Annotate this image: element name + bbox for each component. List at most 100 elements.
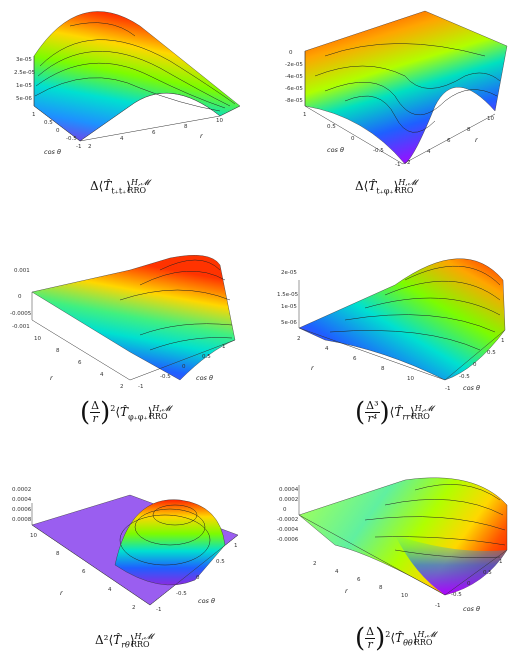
tick-v: -0.001 — [12, 324, 30, 330]
tick-v: -0.0004 — [277, 527, 299, 533]
tick-v: 5e-06 — [281, 320, 297, 326]
tick-b: 4 — [120, 136, 124, 142]
tick-a: 0 — [56, 128, 60, 134]
tick-a: 8 — [379, 585, 383, 591]
tick-v: 2.5e-05 — [14, 70, 36, 76]
tick-b: 0.5 — [216, 559, 225, 565]
surface-plot-tphi: 0 -2e-05 -4e-05 -6e-05 -8e-05 1 0.5 0 -0… — [285, 6, 515, 168]
tick-a: 2 — [120, 384, 124, 390]
tick-b: -1 — [156, 607, 161, 613]
axis-label-a: r — [311, 364, 315, 372]
tick-b: 6 — [152, 130, 156, 136]
tick-b: -0.5 — [176, 591, 187, 597]
tick-v: 0.001 — [14, 268, 30, 274]
tick-v: 1e-05 — [281, 304, 297, 310]
tick-b: -1 — [435, 603, 440, 609]
tick-b: 0 — [473, 362, 477, 368]
tick-v: 1.5e-05 — [277, 292, 299, 298]
tick-v: -0.0002 — [277, 517, 298, 523]
tick-a: -1 — [76, 144, 81, 150]
axis-label-a: r — [345, 587, 349, 595]
tick-a: 4 — [335, 569, 339, 575]
axis-label-b: cos θ — [463, 384, 480, 392]
surface — [31, 255, 236, 381]
tick-b: 0 — [196, 575, 200, 581]
tick-a: 4 — [325, 346, 329, 352]
tick-a: 2 — [132, 605, 136, 611]
tick-b: 4 — [427, 149, 431, 155]
tick-b: 0.5 — [202, 354, 211, 360]
tick-v: 3e-05 — [16, 57, 32, 63]
tick-b: 2 — [88, 144, 92, 150]
tick-b: 0 — [182, 364, 186, 370]
tick-a: 8 — [381, 366, 385, 372]
tick-v: 0.0008 — [12, 517, 32, 523]
tick-b: 8 — [467, 127, 471, 133]
tick-a: 8 — [56, 348, 60, 354]
tick-a: 10 — [401, 593, 408, 599]
axis-label-a: r — [60, 589, 64, 597]
tick-a: 0.5 — [327, 124, 336, 130]
axis-label-b: cos θ — [463, 605, 480, 613]
axis-label-b: cos θ — [196, 374, 213, 382]
tick-v: 0.0002 — [12, 487, 31, 493]
tick-b: -0.5 — [451, 592, 462, 598]
tick-v: 5e-06 — [16, 96, 32, 102]
caption-rtheta: Δ²⟨T̂rθ⟩H,𝓜RRO — [95, 632, 153, 650]
tick-a: 4 — [100, 372, 104, 378]
tick-b: -0.5 — [160, 374, 171, 380]
tick-a: 6 — [353, 356, 357, 362]
tick-v: 0 — [289, 50, 293, 56]
tick-b: -0.5 — [459, 374, 470, 380]
tick-b: 2 — [407, 160, 411, 166]
caption-ttt: Δ⟨T̂t₊t₊⟩H,𝓜RRO — [90, 178, 150, 196]
tick-v: 0 — [18, 294, 22, 300]
tick-v: 0.0004 — [279, 487, 299, 493]
tick-v: -0.0005 — [10, 311, 32, 317]
tick-a: 0 — [351, 136, 355, 142]
tick-v: 1e-05 — [16, 83, 32, 89]
tick-b: 10 — [487, 116, 494, 122]
tick-b: 0.5 — [487, 350, 496, 356]
tick-a: 2 — [313, 561, 317, 567]
tick-a: 6 — [357, 577, 361, 583]
caption-tphi: Δ⟨T̂t₊φ₊⟩H,𝓜RRO — [355, 178, 417, 196]
tick-a: 10 — [407, 376, 414, 382]
tick-v: -8e-05 — [285, 98, 303, 104]
tick-v: -4e-05 — [285, 74, 303, 80]
tick-b: 6 — [447, 138, 451, 144]
tick-v: 2e-05 — [281, 270, 297, 276]
surface — [33, 11, 241, 142]
surface — [298, 258, 506, 381]
surface-peak — [114, 499, 226, 586]
tick-b: 0 — [467, 581, 471, 587]
tick-b: 1 — [499, 559, 503, 565]
tick-v: -2e-05 — [285, 62, 303, 68]
tick-v: -6e-05 — [285, 86, 303, 92]
tick-a: 10 — [30, 533, 37, 539]
surface-plot-rr: 2e-05 1.5e-05 1e-05 5e-06 2 4 6 8 10 r -… — [277, 240, 515, 392]
axis-label-a: r — [50, 374, 54, 382]
tick-b: 10 — [216, 118, 223, 124]
tick-b: 1 — [234, 543, 238, 549]
tick-v: 0.0006 — [12, 507, 32, 513]
tick-a: 2 — [297, 336, 301, 342]
tick-a: 6 — [78, 360, 82, 366]
tick-a: 10 — [34, 336, 41, 342]
surface-plot-ttt: 3e-05 2.5e-05 1e-05 5e-06 1 0.5 0 -0.5 -… — [14, 6, 250, 156]
tick-v: 0 — [283, 507, 287, 513]
tick-a: -0.5 — [373, 148, 384, 154]
axis-label-b: r — [200, 132, 204, 140]
tick-b: 8 — [184, 124, 188, 130]
axis-label-b: r — [475, 136, 479, 144]
tick-b: -1 — [138, 384, 143, 390]
axis-label-a: cos θ — [327, 146, 344, 154]
tick-a: 1 — [303, 112, 307, 118]
tick-b: -1 — [445, 386, 450, 392]
surface-plot-phiphi: 0.001 0 -0.0005 -0.001 10 8 6 4 2 r -1 -… — [10, 240, 250, 390]
tick-a: -1 — [395, 162, 400, 168]
tick-b: 0.5 — [483, 570, 492, 576]
tick-a: 4 — [108, 587, 112, 593]
